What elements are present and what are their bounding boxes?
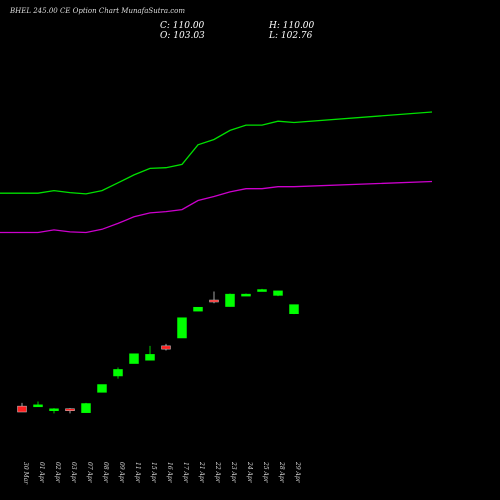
- x-tick-label-10: 17 Apr: [182, 462, 189, 484]
- x-tick-label-16: 28 Apr: [278, 461, 285, 484]
- moving-average-magenta: [0, 180, 433, 234]
- x-tick-label-3: 03 Apr: [70, 462, 77, 484]
- candle-body-7: [129, 353, 139, 364]
- candle-body-4: [81, 403, 91, 413]
- x-tick-label-1: 01 Apr: [38, 462, 45, 484]
- candle-body-13: [225, 293, 235, 307]
- x-tick-label-7: 11 Apr: [134, 462, 141, 484]
- candle-body-6: [113, 369, 123, 377]
- x-tick-label-11: 21 Apr: [198, 461, 205, 484]
- high-label: H:: [269, 21, 280, 31]
- x-tick-label-2: 02 Apr: [54, 462, 61, 484]
- x-tick-label-4: 07 Apr: [86, 462, 93, 484]
- candle-body-10: [177, 317, 187, 339]
- low-label: L:: [269, 31, 279, 41]
- low-readout: L: 102.76: [269, 31, 312, 41]
- chart-title: BHEL 245.00 CE Option Chart MunafaSutra.…: [10, 7, 186, 15]
- candle-body-3: [65, 408, 75, 411]
- candle-body-2: [49, 408, 59, 411]
- candle-body-1: [33, 404, 43, 408]
- x-tick-label-15: 25 Apr: [262, 461, 269, 484]
- candle-body-15: [257, 289, 267, 292]
- candle-body-8: [145, 354, 155, 361]
- x-tick-label-9: 16 Apr: [166, 462, 173, 484]
- low-value: 102.76: [280, 31, 313, 41]
- candle-body-12: [209, 299, 219, 303]
- close-readout: C: 110.00: [160, 21, 204, 31]
- x-tick-label-14: 24 Apr: [246, 461, 253, 484]
- close-label: C:: [160, 21, 170, 31]
- high-readout: H: 110.00: [269, 21, 314, 31]
- open-value: 103.03: [173, 31, 205, 41]
- x-tick-label-8: 15 Apr: [150, 462, 157, 484]
- candle-body-16: [273, 290, 283, 296]
- close-value: 110.00: [172, 21, 205, 31]
- candle-body-9: [161, 345, 171, 350]
- x-tick-label-0: 30 Mar: [22, 462, 29, 485]
- x-tick-label-5: 08 Apr: [102, 462, 109, 484]
- x-tick-label-6: 09 Apr: [118, 462, 125, 484]
- candle-body-5: [97, 384, 107, 393]
- moving-average-green: [0, 111, 433, 195]
- x-tick-label-12: 22 Apr: [214, 461, 221, 484]
- x-tick-label-13: 23 Apr: [230, 461, 237, 484]
- x-tick-label-17: 29 Apr: [294, 461, 301, 484]
- candle-body-0: [17, 405, 27, 413]
- candle-body-17: [289, 304, 299, 314]
- candle-body-11: [193, 306, 203, 312]
- candle-body-14: [241, 293, 251, 297]
- open-label: O:: [160, 31, 171, 41]
- high-value: 110.00: [282, 21, 315, 31]
- open-readout: O: 103.03: [160, 31, 205, 41]
